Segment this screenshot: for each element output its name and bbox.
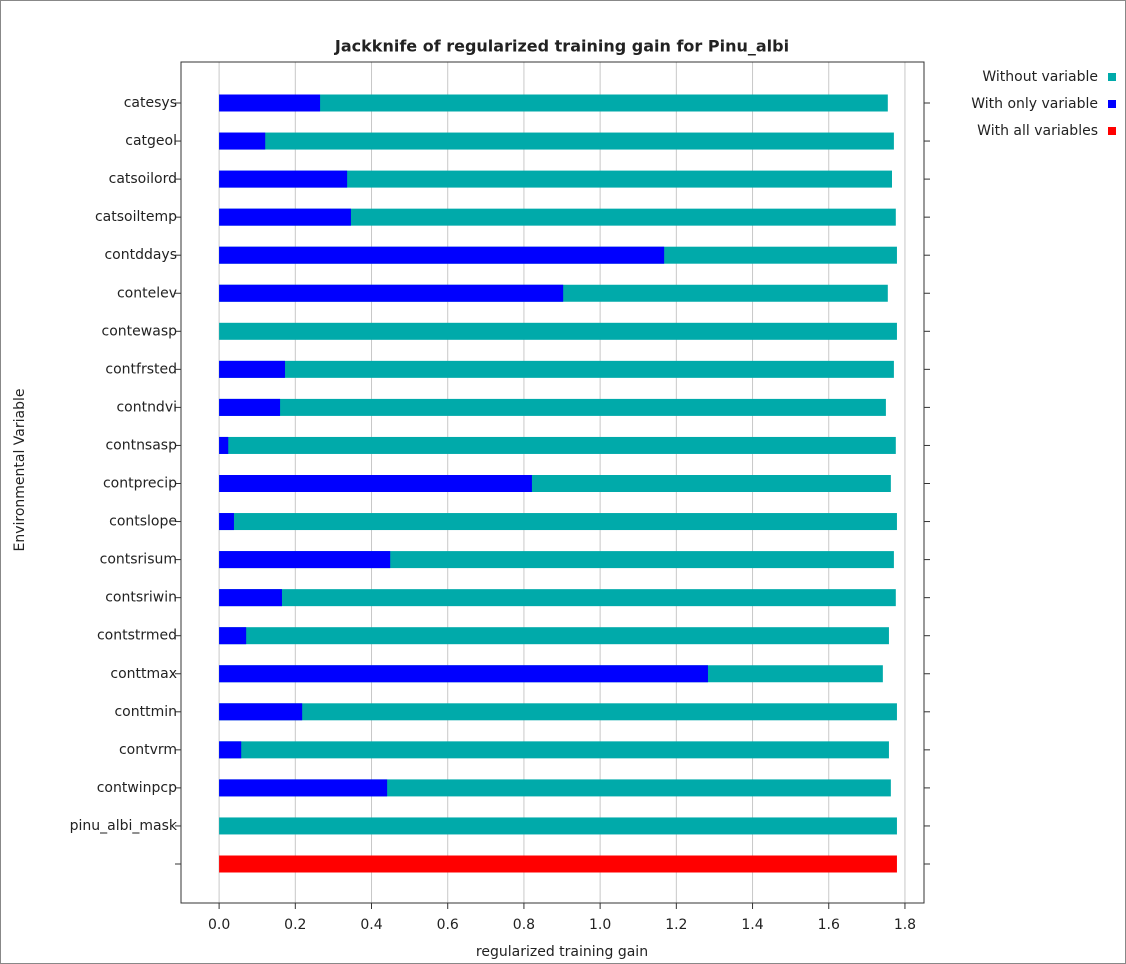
y-tick-label: pinu_albi_mask [70, 818, 178, 834]
y-tick-label: conttmin [114, 704, 177, 720]
y-tick-label: contvrm [119, 742, 177, 758]
bar [219, 589, 896, 607]
bar [219, 513, 234, 531]
bar [219, 208, 896, 226]
bar [219, 703, 303, 721]
y-tick-label: catgeol [125, 133, 177, 149]
bar [219, 741, 889, 759]
y-tick-label: contprecip [103, 476, 177, 492]
bar [219, 589, 282, 607]
x-tick-label: 0.8 [513, 917, 535, 933]
bar [219, 170, 348, 188]
bar [219, 398, 281, 416]
x-tick-label: 1.2 [665, 917, 687, 933]
y-axis-label: Environmental Variable [12, 389, 28, 552]
y-tick-label: contfrsted [105, 361, 177, 377]
bar [219, 741, 242, 759]
bar [219, 665, 708, 683]
y-tick-label: contewasp [102, 323, 178, 339]
y-tick-label: contndvi [116, 399, 177, 415]
bar [219, 436, 229, 454]
x-tick-label: 1.0 [589, 917, 611, 933]
y-tick-label: catsoilord [109, 171, 177, 187]
bar [219, 703, 897, 721]
bar [219, 94, 888, 112]
bar [219, 284, 564, 302]
bar [219, 855, 897, 873]
y-tick-label: contslope [109, 514, 177, 530]
y-tick-label: catesys [124, 95, 177, 111]
y-tick-label: contsrisum [100, 552, 177, 568]
y-tick-label: contelev [117, 285, 177, 301]
y-tick-label: conttmax [110, 666, 177, 682]
legend-swatch [1108, 127, 1116, 135]
x-tick-label: 0.0 [208, 917, 230, 933]
bar [219, 627, 889, 645]
bar [219, 398, 886, 416]
x-tick-label: 1.4 [741, 917, 763, 933]
legend-swatch [1108, 100, 1116, 108]
bar [219, 436, 896, 454]
bar [219, 94, 321, 112]
bar [219, 513, 897, 531]
bar [219, 627, 247, 645]
x-tick-label: 1.6 [818, 917, 840, 933]
bar [219, 132, 266, 150]
y-tick-label: contwinpcp [97, 780, 177, 796]
legend-label: With only variable [971, 96, 1098, 112]
bar [219, 475, 532, 492]
legend-label: With all variables [977, 123, 1098, 139]
plot-border [180, 61, 925, 904]
bar [219, 360, 286, 378]
y-tick-label: contsriwin [105, 590, 177, 606]
x-tick-label: 0.6 [437, 917, 459, 933]
bar [219, 132, 894, 150]
bar [219, 551, 391, 569]
y-tick-label: catsoiltemp [95, 209, 177, 225]
legend-label: Without variable [982, 69, 1098, 85]
bar [219, 246, 665, 264]
y-tick-label: contddays [104, 247, 177, 263]
legend-swatch [1108, 73, 1116, 81]
x-tick-label: 0.4 [360, 917, 382, 933]
y-tick-label: contnsasp [105, 437, 177, 453]
bar [219, 779, 388, 797]
bar [219, 817, 897, 835]
bar [219, 360, 894, 378]
x-tick-label: 1.8 [894, 917, 916, 933]
x-tick-label: 0.2 [284, 917, 306, 933]
bar [219, 322, 897, 340]
x-axis-label: regularized training gain [476, 944, 648, 960]
chart-title: Jackknife of regularized training gain f… [334, 37, 789, 56]
y-tick-label: contstrmed [97, 628, 177, 644]
bar [219, 208, 351, 226]
bar [219, 170, 892, 188]
